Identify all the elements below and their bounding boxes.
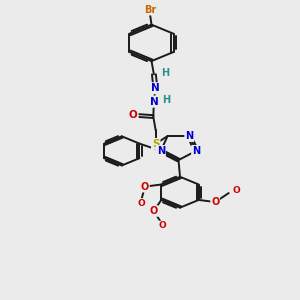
Text: O: O [150,206,158,216]
Text: N: N [192,146,200,156]
Text: S: S [152,139,160,149]
Text: O: O [138,199,146,208]
Text: H: H [161,68,170,78]
Text: N: N [185,131,194,141]
Text: N: N [149,97,158,106]
Text: N: N [151,83,160,93]
Text: Br: Br [144,4,156,15]
Text: O: O [232,186,240,195]
Text: S: S [152,139,160,149]
Text: N: N [149,97,158,106]
Text: H: H [161,68,170,78]
Text: N: N [192,146,200,156]
Text: H: H [162,95,170,106]
Text: H: H [162,95,170,106]
Text: O: O [129,110,138,121]
Text: O: O [141,182,149,192]
Text: O: O [158,221,166,230]
Text: N: N [157,146,165,156]
Text: N: N [151,83,160,93]
Text: O: O [211,197,219,207]
Text: N: N [185,131,194,141]
Text: O: O [129,110,138,121]
Text: N: N [157,146,165,156]
